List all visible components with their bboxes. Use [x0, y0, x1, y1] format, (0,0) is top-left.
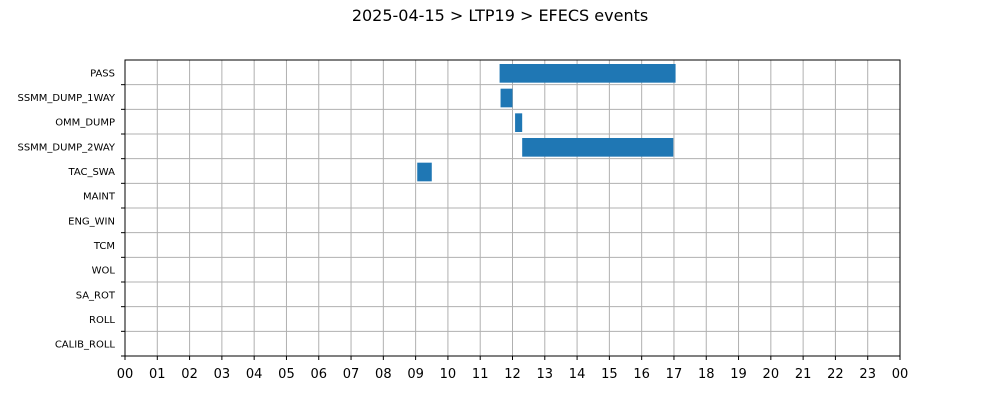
y-tick-label: CALIB_ROLL	[55, 340, 116, 351]
x-tick-label: 18	[698, 367, 715, 382]
plot-frame	[124, 59, 901, 357]
x-tick-label: 23	[859, 367, 876, 382]
x-tick-label: 19	[730, 367, 747, 382]
x-tick-label: 20	[763, 367, 780, 382]
event-bar	[500, 88, 513, 108]
x-tick-label: 22	[827, 367, 844, 382]
y-tick-label: ROLL	[89, 315, 115, 326]
x-tick-label: 08	[375, 367, 392, 382]
x-tick-label: 07	[343, 367, 360, 382]
y-tick-label: PASS	[90, 68, 115, 79]
x-tick-label: 17	[666, 367, 683, 382]
y-tick-label: SA_ROT	[76, 290, 116, 301]
x-tick-label: 16	[633, 367, 650, 382]
chart-title: 2025-04-15 > LTP19 > EFECS events	[351, 6, 649, 25]
y-tick-label: OMM_DUMP	[55, 118, 115, 129]
x-tick-label: 09	[407, 367, 424, 382]
x-tick-label: 01	[149, 367, 166, 382]
y-tick-label: SSMM_DUMP_2WAY	[17, 142, 115, 153]
y-tick-label: ENG_WIN	[68, 216, 115, 227]
x-tick-label: 02	[181, 367, 198, 382]
y-tick-label: SSMM_DUMP_1WAY	[17, 93, 115, 104]
x-tick-label: 05	[278, 367, 295, 382]
event-bar	[499, 64, 676, 83]
y-tick-label: WOL	[92, 266, 116, 277]
y-tick-label: TAC_SWA	[67, 167, 115, 178]
x-tick-label: 04	[246, 367, 263, 382]
x-tick-label: 13	[537, 367, 554, 382]
x-tick-label: 06	[310, 367, 327, 382]
x-tick-label: 14	[569, 367, 586, 382]
y-tick-label: MAINT	[83, 192, 116, 203]
x-tick-label: 12	[504, 367, 521, 382]
x-tick-label: 11	[472, 367, 489, 382]
y-tick-label: TCM	[93, 241, 115, 252]
x-tick-label: 15	[601, 367, 618, 382]
event-bar	[417, 162, 432, 182]
x-tick-label: 21	[795, 367, 812, 382]
event-bar	[515, 113, 523, 132]
x-tick-label: 00	[117, 367, 134, 382]
event-bar	[522, 138, 674, 157]
x-tick-label: 00	[892, 367, 909, 382]
x-tick-label: 10	[440, 367, 457, 382]
x-tick-label: 03	[214, 367, 231, 382]
